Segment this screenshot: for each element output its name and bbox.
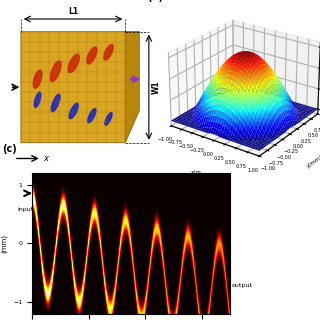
Ellipse shape	[88, 109, 96, 123]
Ellipse shape	[87, 47, 97, 64]
Ellipse shape	[50, 61, 61, 82]
Polygon shape	[21, 32, 139, 143]
Ellipse shape	[105, 113, 112, 125]
Text: $x$: $x$	[43, 154, 50, 163]
Y-axis label: y(mm): y(mm)	[306, 155, 320, 169]
X-axis label: x(m: x(m	[191, 170, 202, 175]
Ellipse shape	[33, 70, 42, 88]
Ellipse shape	[69, 103, 78, 119]
Text: W1: W1	[152, 80, 161, 94]
Y-axis label: (mm): (mm)	[1, 234, 8, 253]
Text: L1: L1	[68, 7, 78, 16]
Ellipse shape	[34, 92, 41, 107]
Ellipse shape	[104, 44, 113, 60]
Polygon shape	[125, 32, 139, 143]
Ellipse shape	[51, 94, 60, 112]
Text: (b): (b)	[147, 0, 163, 2]
Text: (c): (c)	[2, 144, 17, 154]
Text: output: output	[232, 283, 252, 288]
Ellipse shape	[68, 54, 79, 73]
Text: input: input	[18, 207, 34, 212]
